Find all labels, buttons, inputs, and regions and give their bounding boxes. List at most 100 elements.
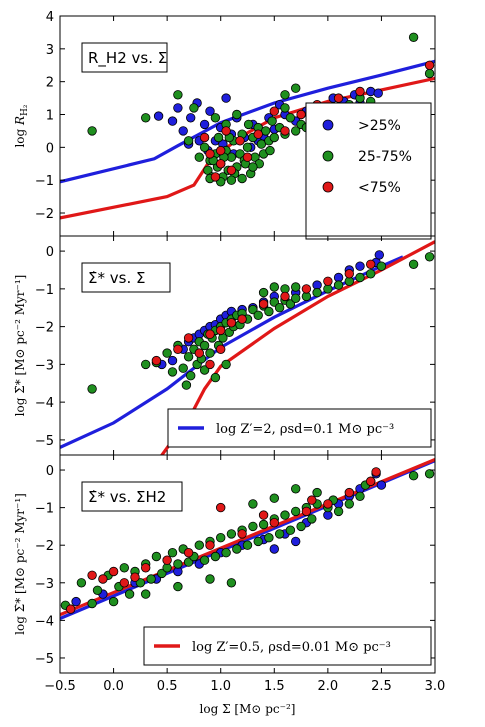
bottom-data-point: [173, 559, 183, 569]
x-tick-label: −0.5: [44, 679, 76, 694]
middle-title-box: Σ̇* vs. Σ: [81, 262, 171, 293]
bottom-y-tick-label: −4: [35, 614, 54, 629]
top-data-point: [424, 60, 435, 71]
top-data-point: [199, 119, 210, 130]
top-data-point: [213, 132, 224, 143]
bottom-data-point: [108, 596, 119, 607]
top-data-point: [267, 116, 277, 126]
bottom-data-point: [119, 578, 130, 588]
middle-data-point: [312, 287, 322, 298]
middle-data-point: [183, 352, 194, 362]
bottom-data-point: [210, 551, 221, 562]
bottom-data-point: [248, 499, 258, 509]
bottom-data-point: [140, 589, 151, 599]
middle-y-tick-label: 0: [46, 245, 54, 260]
middle-data-point: [173, 344, 183, 355]
bottom-data-point: [248, 521, 258, 532]
top-data-point: [280, 90, 290, 100]
bottom-title-frame: [81, 481, 183, 512]
top-data-point: [199, 132, 210, 143]
top-data-point: [265, 145, 275, 156]
middle-data-point: [167, 355, 178, 366]
top-data-point: [280, 126, 290, 136]
bottom-data-point: [366, 476, 376, 487]
top-data-point: [215, 159, 226, 169]
bottom-data-point: [226, 529, 237, 539]
top-data-point: [173, 90, 183, 100]
bottom-y-tick-label: −2: [35, 539, 54, 554]
middle-data-point: [366, 259, 376, 270]
middle-y-tick-label: −4: [35, 396, 54, 411]
bottom-data-point: [215, 533, 226, 543]
top-data-point: [291, 126, 301, 136]
bottom-data-point: [307, 495, 317, 505]
x-tick-label: 1.5: [264, 679, 285, 694]
bottom-data-point: [194, 540, 205, 550]
top-legend: >25% 25-75% <75%: [305, 102, 432, 240]
bottom-data-point: [323, 499, 333, 509]
middle-title-frame: [81, 262, 171, 293]
bottom-data-point: [291, 506, 301, 517]
bottom-data-point: [162, 555, 172, 565]
bottom-legend: log Z′=0.5, ρsd=0.01 M⊙ pc⁻³: [143, 626, 432, 666]
middle-data-point: [424, 252, 435, 262]
middle-data-point: [194, 348, 205, 358]
middle-data-point: [237, 314, 247, 324]
top-data-point: [280, 103, 290, 113]
legend-label: <75%: [358, 180, 401, 196]
top-data-point: [237, 173, 247, 184]
top-data-point: [210, 113, 221, 123]
top-y-tick-label: −1: [35, 174, 54, 189]
bottom-data-point: [371, 467, 381, 477]
middle-data-point: [210, 372, 221, 383]
middle-data-point: [215, 325, 226, 336]
top-data-point: [189, 103, 199, 113]
top-data-point: [243, 119, 254, 130]
middle-data-point: [181, 380, 192, 390]
legend-label: >25%: [358, 118, 401, 134]
bottom-data-point: [215, 502, 226, 513]
bottom-data-point: [226, 578, 237, 588]
x-tick-label: 0.0: [103, 679, 124, 694]
middle-data-point: [167, 367, 178, 377]
bottom-data-point: [173, 581, 183, 592]
middle-title-text: Σ̇* vs. Σ: [88, 269, 145, 287]
bottom-data-point: [291, 536, 301, 547]
bottom-data-point: [199, 555, 210, 565]
middle-data-point: [344, 269, 355, 279]
top-data-point: [173, 103, 183, 113]
top-data-point: [235, 136, 245, 146]
bottom-data-point: [312, 487, 322, 498]
bottom-data-point: [140, 563, 151, 573]
top-data-point: [215, 145, 226, 156]
middle-series-2: [151, 259, 376, 370]
middle-data-point: [301, 284, 312, 294]
middle-data-point: [366, 269, 376, 279]
top-data-point: [178, 126, 188, 136]
legend-marker: [322, 119, 334, 131]
top-data-point: [205, 149, 215, 159]
bottom-data-point: [151, 551, 162, 562]
bottom-data-point: [269, 544, 280, 554]
middle-data-point: [280, 291, 290, 302]
top-series-2: [199, 60, 435, 182]
middle-data-point: [205, 329, 215, 339]
top-data-point: [253, 129, 263, 139]
bottom-title-box: Σ̇* vs. ΣH2: [81, 481, 183, 512]
middle-data-point: [333, 280, 344, 290]
bottom-data-point: [183, 548, 194, 558]
bottom-data-point: [146, 574, 156, 584]
top-y-tick-label: 3: [46, 43, 54, 58]
bottom-data-point: [280, 510, 290, 520]
top-data-point: [140, 113, 151, 123]
top-data-point: [221, 126, 231, 136]
bottom-data-point: [264, 533, 274, 543]
bottom-data-point: [124, 589, 135, 599]
top-data-point: [210, 172, 221, 182]
middle-y-tick-label: −5: [35, 434, 54, 449]
bottom-y-tick-label: 0: [46, 464, 54, 479]
middle-data-point: [269, 282, 280, 292]
middle-y-axis-label: log Σ̇* [M⊙ pc⁻² Myr⁻¹]: [13, 275, 27, 417]
bottom-data-point: [130, 572, 140, 582]
bottom-y-tick-label: −1: [35, 502, 54, 517]
